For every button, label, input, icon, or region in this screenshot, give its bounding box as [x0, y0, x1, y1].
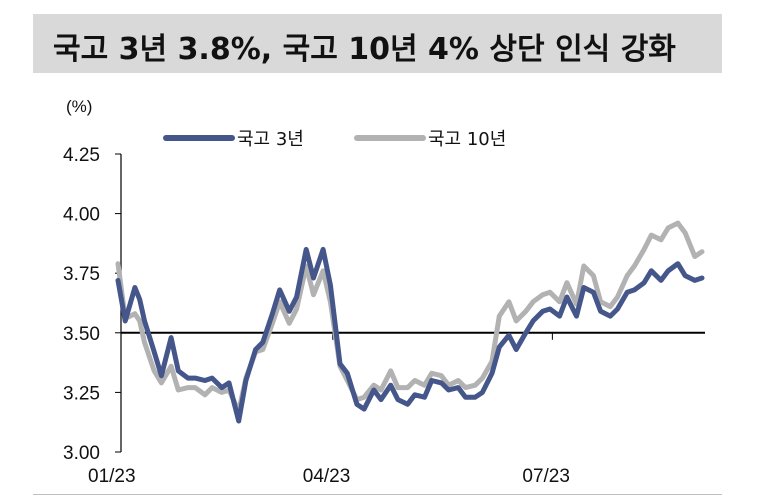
x-tick-label: 01/23 [88, 466, 136, 487]
x-tick-label: 04/23 [303, 466, 351, 487]
y-tick-label: 3.25 [63, 383, 100, 404]
y-tick-label: 3.50 [63, 324, 100, 345]
y-tick-label: 4.25 [63, 145, 100, 166]
series-line-3y [115, 246, 705, 424]
legend-label: 국고 3년 [237, 129, 304, 150]
title-bar: 국고 3년 3.8%, 국고 10년 4% 상단 인식 강화 [33, 14, 722, 73]
chart-title: 국고 3년 3.8%, 국고 10년 4% 상단 인식 강화 [53, 32, 676, 67]
y-tick-label: 3.75 [63, 264, 100, 285]
series-line-10y [115, 220, 705, 414]
y-tick-label: 4.00 [63, 205, 100, 226]
y-axis-unit: (%) [66, 97, 92, 116]
y-tick-label: 3.00 [63, 443, 100, 464]
x-tick-label: 07/23 [522, 466, 570, 487]
bottom-rule [33, 494, 722, 495]
legend-label: 국고 10년 [428, 129, 506, 150]
